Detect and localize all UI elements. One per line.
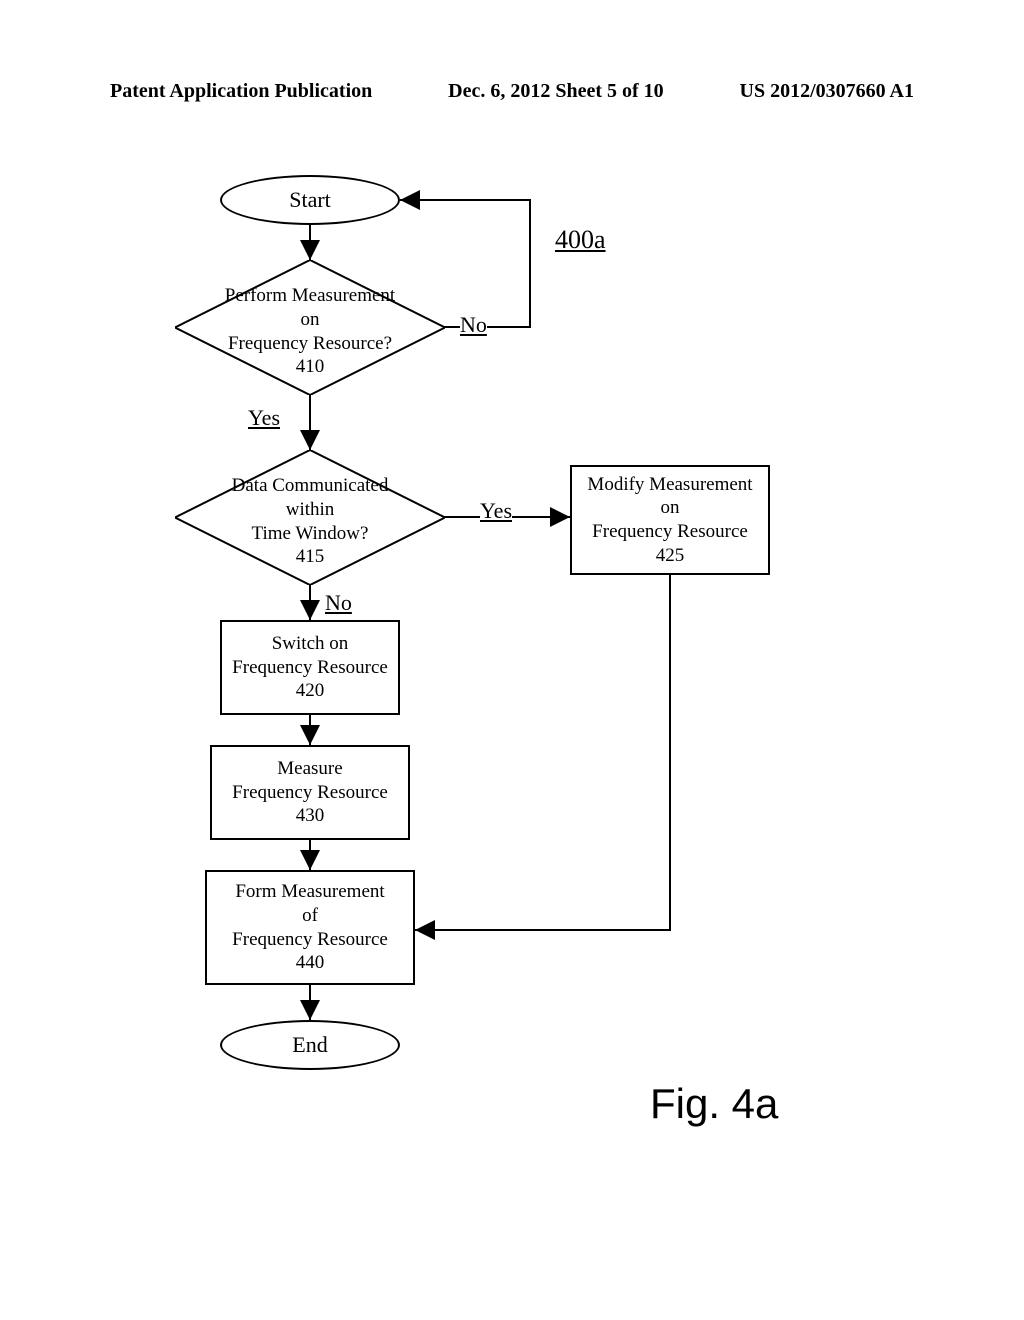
p440-l4: 440	[232, 951, 388, 975]
p430-l3: 430	[232, 804, 388, 828]
node-p430: Measure Frequency Resource 430	[210, 745, 410, 840]
flowchart-400a: Start Perform Measurement on Frequency R…	[0, 160, 1024, 1160]
node-start: Start	[220, 175, 400, 225]
p425-l1: Modify Measurement	[587, 473, 752, 497]
p430-l1: Measure	[232, 757, 388, 781]
d410-l2: on	[175, 308, 445, 332]
p440-l3: Frequency Resource	[232, 928, 388, 952]
edge-no-415: No	[325, 590, 352, 616]
d410-l3: Frequency Resource?	[175, 332, 445, 356]
connectors-svg	[0, 160, 1024, 1160]
end-label: End	[292, 1032, 327, 1058]
edge-yes-415: Yes	[480, 498, 512, 524]
p420-l1: Switch on	[232, 632, 388, 656]
p440-l2: of	[232, 904, 388, 928]
page-header: Patent Application Publication Dec. 6, 2…	[0, 80, 1024, 103]
figure-label: Fig. 4a	[650, 1080, 778, 1128]
start-label: Start	[289, 187, 331, 213]
node-d410: Perform Measurement on Frequency Resourc…	[175, 260, 445, 395]
node-d415: Data Communicated within Time Window? 41…	[175, 450, 445, 585]
header-left: Patent Application Publication	[110, 80, 372, 103]
p440-l1: Form Measurement	[232, 880, 388, 904]
d415-l1: Data Communicated	[175, 474, 445, 498]
p425-l2: on	[587, 496, 752, 520]
header-right: US 2012/0307660 A1	[740, 80, 914, 103]
p425-l3: Frequency Resource	[587, 520, 752, 544]
ref-400a: 400a	[555, 225, 606, 255]
d415-l3: Time Window?	[175, 522, 445, 546]
node-p425: Modify Measurement on Frequency Resource…	[570, 465, 770, 575]
node-p440: Form Measurement of Frequency Resource 4…	[205, 870, 415, 985]
p425-l4: 425	[587, 544, 752, 568]
header-center: Dec. 6, 2012 Sheet 5 of 10	[448, 80, 664, 103]
edge-no-410: No	[460, 312, 487, 338]
p420-l3: 420	[232, 679, 388, 703]
d415-l4: 415	[175, 545, 445, 569]
p420-l2: Frequency Resource	[232, 656, 388, 680]
edge-yes-410: Yes	[248, 405, 280, 431]
d410-l4: 410	[175, 355, 445, 379]
node-p420: Switch on Frequency Resource 420	[220, 620, 400, 715]
node-end: End	[220, 1020, 400, 1070]
p430-l2: Frequency Resource	[232, 781, 388, 805]
d415-l2: within	[175, 498, 445, 522]
d410-l1: Perform Measurement	[175, 284, 445, 308]
